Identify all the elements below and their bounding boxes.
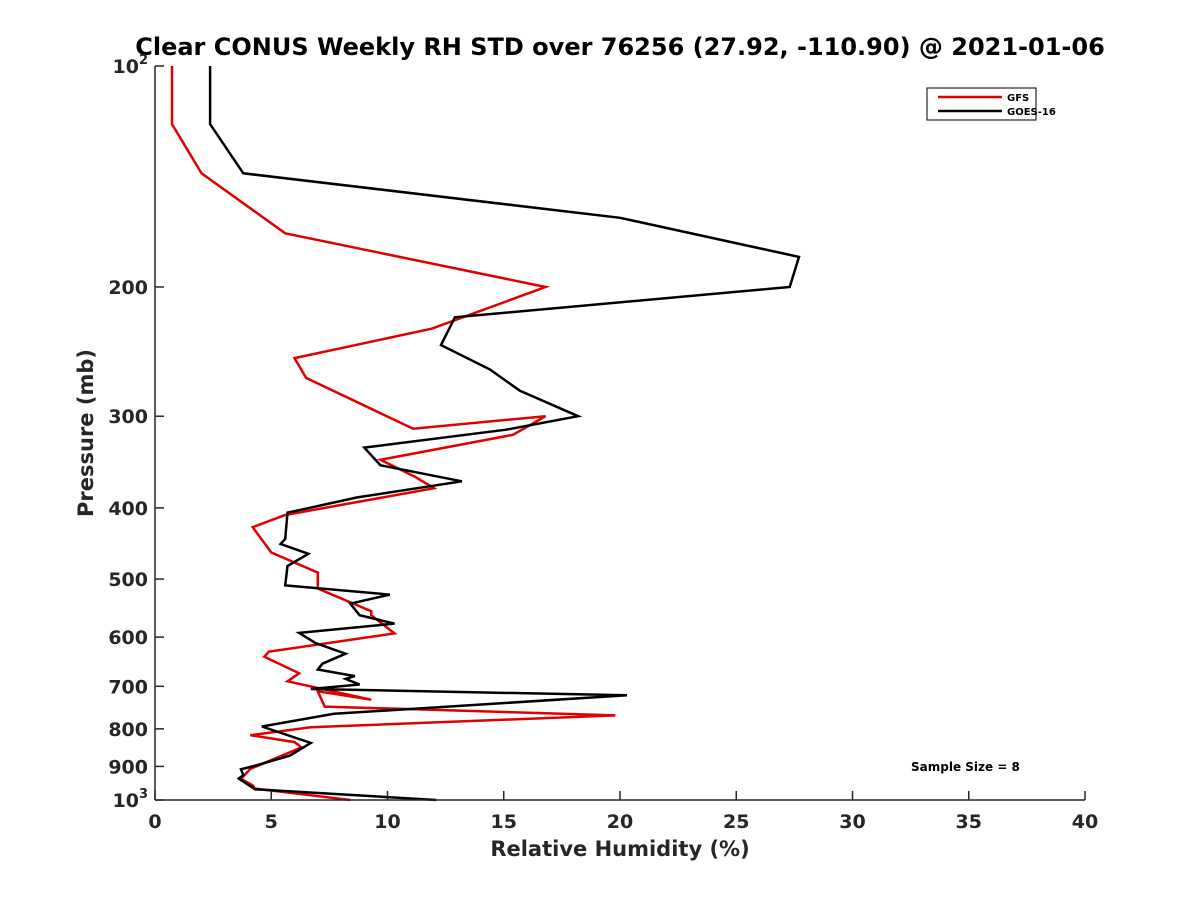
y-tick-label: 102 [113, 53, 149, 78]
x-tick-label: 40 [1072, 811, 1098, 833]
x-axis-label: Relative Humidity (%) [490, 837, 749, 861]
y-tick-label: 103 [113, 787, 149, 812]
legend-label-gfs: GFS [1007, 93, 1029, 104]
y-axis-label: Pressure (mb) [74, 349, 98, 517]
series-layer [170, 66, 801, 802]
x-tick-label: 10 [374, 811, 400, 833]
series-line-gfs [170, 66, 616, 802]
x-tick-label: 20 [607, 811, 633, 833]
x-tick-label: 5 [265, 811, 278, 833]
y-tick-label: 800 [108, 719, 148, 741]
x-tick-label: 25 [723, 811, 749, 833]
chart-title: Clear CONUS Weekly RH STD over 76256 (27… [135, 33, 1105, 61]
sample-size-annotation: Sample Size = 8 [911, 760, 1020, 774]
x-tick-label: 35 [956, 811, 982, 833]
x-tick-label: 0 [148, 811, 161, 833]
legend-label-goes16: GOES-16 [1007, 107, 1056, 118]
legend-box [926, 87, 1037, 121]
y-tick-label: 900 [108, 756, 148, 778]
y-tick-label: 600 [108, 627, 148, 649]
y-tick-label: 500 [108, 569, 148, 591]
y-tick-label: 400 [108, 498, 148, 520]
series-line-goes16 [208, 66, 801, 802]
x-tick-label: 30 [839, 811, 865, 833]
x-ticks: 0 5 10 15 20 25 30 35 40 [148, 791, 1098, 833]
y-tick-label: 300 [108, 406, 148, 428]
legend: GFS GOES-16 [926, 87, 1056, 121]
y-tick-label: 200 [108, 277, 148, 299]
y-tick-label: 700 [108, 676, 148, 698]
y-ticks: 102 200 300 400 500 600 700 800 900 103 [108, 53, 164, 812]
x-tick-label: 15 [491, 811, 517, 833]
